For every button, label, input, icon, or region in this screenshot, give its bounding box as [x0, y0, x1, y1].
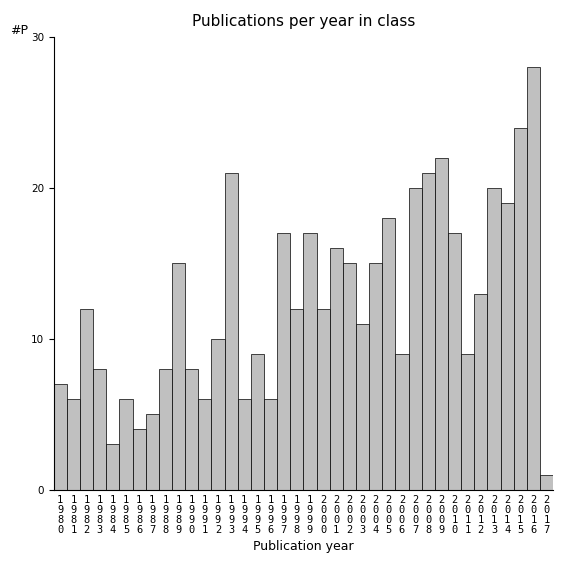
Bar [422, 173, 435, 490]
Bar [93, 369, 106, 490]
Bar [343, 263, 356, 490]
Bar [251, 354, 264, 490]
Bar [329, 248, 343, 490]
Bar [514, 128, 527, 490]
Bar [146, 414, 159, 490]
Bar [290, 308, 303, 490]
Bar [369, 263, 382, 490]
Bar [540, 475, 553, 490]
Bar [395, 354, 409, 490]
Bar [54, 384, 67, 490]
Bar [382, 218, 395, 490]
Y-axis label: #P: #P [10, 24, 28, 37]
Bar [264, 399, 277, 490]
Bar [277, 233, 290, 490]
Bar [409, 188, 422, 490]
Bar [185, 369, 198, 490]
Bar [198, 399, 211, 490]
Bar [448, 233, 461, 490]
Title: Publications per year in class: Publications per year in class [192, 14, 415, 29]
Bar [211, 339, 225, 490]
Bar [106, 445, 120, 490]
Bar [120, 399, 133, 490]
X-axis label: Publication year: Publication year [253, 540, 354, 553]
Bar [238, 399, 251, 490]
Bar [316, 308, 329, 490]
Bar [172, 263, 185, 490]
Bar [225, 173, 238, 490]
Bar [303, 233, 316, 490]
Bar [356, 324, 369, 490]
Bar [80, 308, 93, 490]
Bar [67, 399, 80, 490]
Bar [527, 67, 540, 490]
Bar [435, 158, 448, 490]
Bar [461, 354, 474, 490]
Bar [501, 203, 514, 490]
Bar [488, 188, 501, 490]
Bar [159, 369, 172, 490]
Bar [474, 294, 488, 490]
Bar [133, 429, 146, 490]
